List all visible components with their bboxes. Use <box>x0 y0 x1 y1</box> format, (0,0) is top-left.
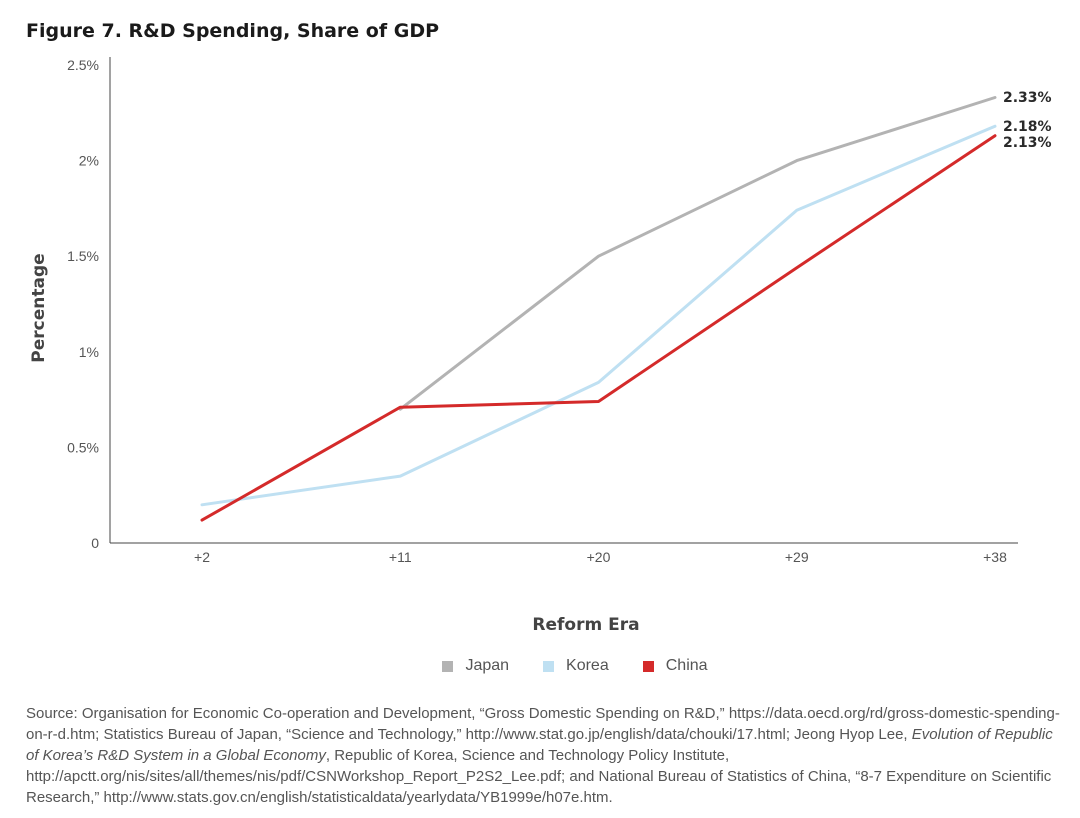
x-tick-label: +2 <box>194 549 210 565</box>
legend-item-china: China <box>642 657 708 675</box>
source-text-italic-title: Evolution of Republic of Korea’s R&D Sys… <box>26 726 1053 764</box>
y-tick-label: 1.5% <box>67 248 99 264</box>
y-axis-ticks: 0 0.5% 1% 1.5% 2% 2.5% <box>67 57 99 551</box>
end-labels: 2.33% 2.18%2.13% <box>1003 90 1052 151</box>
x-tick-label: +20 <box>587 549 611 565</box>
y-tick-label: 0 <box>91 535 99 551</box>
y-tick-label: 2% <box>79 153 99 169</box>
legend-label-korea: Korea <box>566 657 609 674</box>
figure-title: Figure 7. R&D Spending, Share of GDP <box>26 20 440 42</box>
chart-legend: Japan Korea China <box>0 657 1080 675</box>
source-text-prefix: Source: Organisation for Economic Co-ope… <box>26 705 1060 743</box>
series-line-korea <box>200 124 997 507</box>
source-text-suffix: , Republic of Korea, Science and Technol… <box>26 747 1052 806</box>
y-tick-label: 2.5% <box>67 57 99 73</box>
y-tick-label: 1% <box>79 344 99 360</box>
y-axis-title: Percentage <box>29 253 49 362</box>
series-line-china <box>200 134 997 522</box>
legend-label-china: China <box>665 657 708 674</box>
legend-label-japan: Japan <box>465 657 510 674</box>
source-note: Source: Organisation for Economic Co-ope… <box>26 703 1066 808</box>
x-tick-label: +11 <box>389 549 412 565</box>
y-tick-label: 0.5% <box>67 439 99 455</box>
series-line-japan <box>398 96 997 411</box>
end-label-china: 2.13% <box>1003 135 1052 151</box>
x-axis-title: Reform Era <box>532 615 639 635</box>
x-axis-ticks: +2 +11 +20 +29 +38 <box>194 549 1007 565</box>
line-chart: 00.5%1%1.5%2%2.5% +2 +11 +20 +29 +38 2.33%2.… <box>29 57 1052 635</box>
x-tick-label: +29 <box>785 549 809 565</box>
legend-swatch-korea <box>543 660 555 672</box>
legend-swatch-china <box>642 660 654 672</box>
legend-swatch-japan <box>442 660 454 672</box>
end-label-korea: 2.18% <box>1003 119 1052 135</box>
x-tick-label: +38 <box>983 549 1007 565</box>
chart-series <box>200 96 997 522</box>
chart-axes <box>109 57 1018 544</box>
legend-item-korea: Korea <box>543 657 609 675</box>
legend-item-japan: Japan <box>442 657 509 675</box>
end-label-japan: 2.33% <box>1003 90 1052 106</box>
